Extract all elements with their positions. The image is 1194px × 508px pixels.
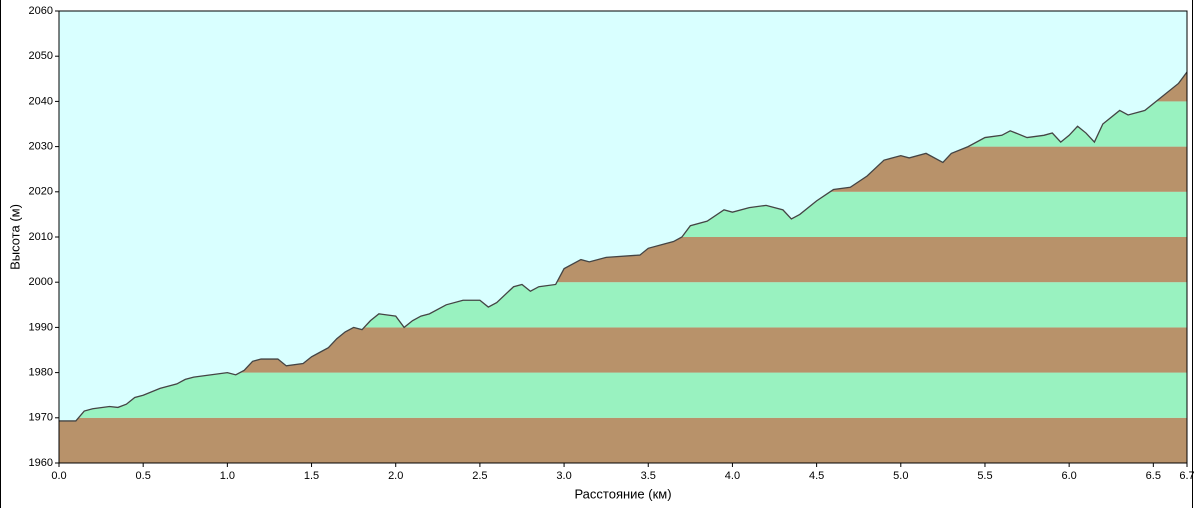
y-tick-label: 1990	[29, 321, 53, 333]
x-tick-label: 4.0	[725, 470, 740, 482]
x-tick-label: 6.5	[1146, 470, 1161, 482]
elevation-line	[59, 71, 1188, 422]
x-tick-label: 6.0	[1062, 470, 1077, 482]
x-tick-label: 2.5	[472, 470, 487, 482]
y-tick-label: 2000	[29, 276, 53, 288]
y-tick-label: 1960	[29, 457, 53, 469]
x-tick-label: 0.0	[51, 470, 66, 482]
x-tick-label: 1.0	[220, 470, 235, 482]
elevation-band	[59, 372, 1187, 418]
y-tick-label: 2060	[29, 5, 53, 17]
x-tick-label: 4.5	[809, 470, 824, 482]
elevation-band	[59, 417, 1187, 463]
x-axis-title: Расстояние (км)	[574, 486, 671, 501]
y-tick-label: 2030	[29, 141, 53, 153]
x-tick-label: 3.0	[556, 470, 571, 482]
x-tick-label: 2.0	[388, 470, 403, 482]
y-tick-label: 1970	[29, 412, 53, 424]
y-tick-label: 1980	[29, 367, 53, 379]
x-tick-label: 6.7	[1179, 470, 1194, 482]
x-tick-label: 3.5	[641, 470, 656, 482]
y-tick-label: 2020	[29, 186, 53, 198]
y-tick-label: 2050	[29, 50, 53, 62]
x-tick-label: 0.5	[136, 470, 151, 482]
x-tick-label: 5.0	[893, 470, 908, 482]
y-tick-label: 2010	[29, 231, 53, 243]
y-axis-title: Высота (м)	[7, 204, 22, 270]
x-tick-label: 5.5	[977, 470, 992, 482]
y-tick-label: 2040	[29, 95, 53, 107]
x-tick-label: 1.5	[304, 470, 319, 482]
